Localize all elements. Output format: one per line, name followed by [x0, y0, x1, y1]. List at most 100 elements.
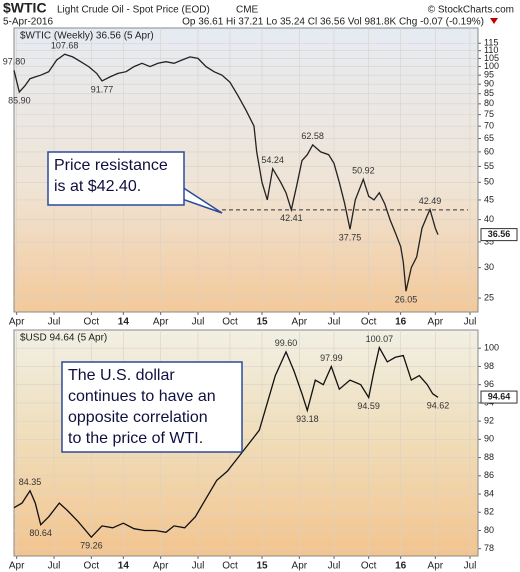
- price-annotation: 99.60: [275, 338, 298, 348]
- x-tick-label: Apr: [428, 561, 444, 572]
- x-tick-label: Apr: [153, 317, 169, 328]
- price-annotation: 42.49: [419, 196, 442, 206]
- price-line: [13, 345, 439, 539]
- x-tick-label: Jul: [464, 317, 477, 328]
- price-annotation: 37.75: [339, 233, 362, 243]
- down-arrow: [490, 18, 498, 24]
- price-annotation: 79.26: [80, 541, 103, 551]
- price-annotation: 91.77: [91, 84, 114, 94]
- current-value-box: [480, 390, 518, 404]
- price-annotation: 97.99: [320, 353, 343, 363]
- y-tick-label: 80: [484, 525, 494, 535]
- x-tick-label: Apr: [153, 561, 169, 572]
- y-tick-label: 70: [484, 121, 494, 131]
- note-text: opposite correlation: [68, 409, 208, 426]
- note-box: [47, 151, 185, 206]
- x-tick-label: Jul: [328, 317, 341, 328]
- price-annotation: 107.68: [51, 41, 79, 51]
- x-tick-label: Jul: [48, 317, 61, 328]
- x-tick-label: Apr: [9, 317, 25, 328]
- x-tick-label: Jul: [328, 561, 341, 572]
- x-tick-label: Oct: [84, 561, 100, 572]
- price-annotation: 85.90: [8, 95, 31, 105]
- price-annotation: 62.58: [301, 131, 324, 141]
- quote: Op 36.61 Hi 37.21 Lo 35.24 Cl 36.56 Vol …: [182, 17, 484, 28]
- y-tick-label: 115: [484, 38, 498, 48]
- price-annotation: 100.07: [366, 334, 394, 344]
- x-tick-label: 16: [395, 317, 407, 328]
- y-tick-label: 88: [484, 452, 494, 462]
- y-tick-label: 40: [484, 214, 494, 224]
- note-text: Price resistance: [54, 157, 168, 174]
- y-tick-label: 90: [484, 434, 494, 444]
- x-tick-label: Apr: [292, 317, 308, 328]
- current-value-label: 36.56: [488, 229, 511, 239]
- x-tick-label: Apr: [428, 317, 444, 328]
- y-tick-label: 96: [484, 379, 494, 389]
- y-tick-label: 50: [484, 177, 494, 187]
- y-tick-label: 60: [484, 146, 494, 156]
- price-annotation: 80.64: [29, 528, 52, 538]
- note-text: The U.S. dollar: [68, 367, 175, 384]
- x-tick-label: Jul: [464, 561, 477, 572]
- y-tick-label: 86: [484, 470, 494, 480]
- chart-title: $WTIC (Weekly) 36.56 (5 Apr): [20, 31, 154, 42]
- price-annotation: 50.92: [352, 166, 375, 176]
- note-text: to the price of WTI.: [68, 430, 203, 447]
- y-tick-label: 45: [484, 194, 494, 204]
- x-tick-label: 15: [256, 561, 268, 572]
- x-tick-label: Oct: [222, 561, 238, 572]
- x-tick-label: Oct: [222, 317, 238, 328]
- y-tick-label: 84: [484, 488, 494, 498]
- price-annotation: 97.80: [3, 57, 26, 67]
- y-tick-label: 95: [484, 70, 494, 80]
- x-tick-label: 14: [118, 561, 130, 572]
- price-annotation: 93.18: [296, 414, 319, 424]
- y-tick-label: 30: [484, 262, 494, 272]
- price-annotation: 54.24: [261, 155, 284, 165]
- x-tick-label: Apr: [292, 561, 308, 572]
- x-tick-label: 15: [256, 317, 268, 328]
- note-box: [61, 361, 243, 453]
- y-tick-label: 75: [484, 109, 494, 119]
- y-tick-label: 82: [484, 507, 494, 517]
- x-tick-label: 16: [395, 561, 407, 572]
- x-tick-label: Oct: [361, 317, 377, 328]
- date: 5-Apr-2016: [3, 17, 53, 28]
- y-tick-label: 90: [484, 79, 494, 89]
- y-tick-label: 65: [484, 133, 494, 143]
- exchange: CME: [236, 5, 259, 16]
- instrument-name: Light Crude Oil - Spot Price (EOD): [57, 5, 210, 16]
- x-tick-label: 14: [118, 317, 130, 328]
- y-tick-label: 92: [484, 416, 494, 426]
- x-tick-label: Jul: [192, 317, 205, 328]
- note-text: continues to have an: [68, 388, 216, 405]
- y-tick-label: 80: [484, 98, 494, 108]
- y-tick-label: 85: [484, 88, 494, 98]
- x-tick-label: Jul: [192, 561, 205, 572]
- y-tick-label: 100: [484, 61, 499, 71]
- y-tick-label: 35: [484, 236, 494, 246]
- current-value-box: [480, 228, 518, 242]
- x-tick-label: Oct: [84, 317, 100, 328]
- y-tick-label: 100: [484, 343, 499, 353]
- y-tick-label: 110: [484, 45, 498, 55]
- y-tick-label: 78: [484, 543, 494, 553]
- x-tick-label: Oct: [361, 561, 377, 572]
- y-tick-label: 55: [484, 161, 494, 171]
- copyright: © StockCharts.com: [428, 5, 514, 16]
- price-annotation: 94.59: [357, 401, 380, 411]
- x-tick-label: Jul: [48, 561, 61, 572]
- price-annotation: 94.62: [427, 401, 450, 411]
- price-annotation: 26.05: [395, 295, 418, 305]
- price-line: [13, 53, 439, 292]
- note-text: is at $42.40.: [54, 178, 141, 195]
- current-value-label: 94.64: [488, 391, 511, 401]
- x-tick-label: Apr: [9, 561, 25, 572]
- price-annotation: 84.35: [19, 477, 42, 487]
- symbol: $WTIC: [3, 0, 47, 16]
- y-tick-label: 98: [484, 361, 494, 371]
- y-tick-label: 105: [484, 53, 499, 63]
- price-annotation: 42.41: [280, 213, 303, 223]
